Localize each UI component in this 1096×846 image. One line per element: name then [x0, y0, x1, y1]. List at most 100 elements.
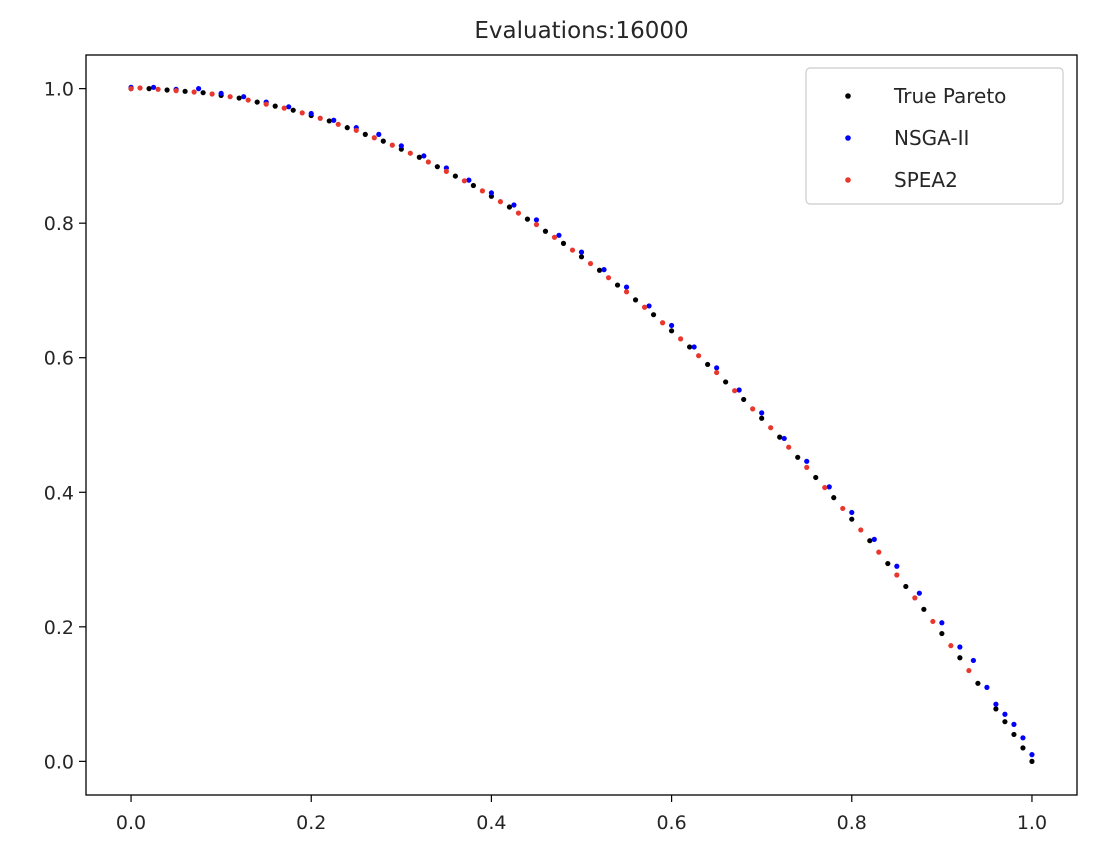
data-point: [290, 107, 296, 113]
data-point: [150, 84, 157, 90]
data-point: [759, 410, 765, 416]
data-point: [795, 454, 801, 460]
data-point: [691, 344, 697, 350]
data-point: [479, 188, 485, 194]
data-point: [768, 425, 774, 431]
data-point: [641, 304, 648, 310]
data-point: [759, 415, 765, 421]
data-point: [398, 143, 404, 149]
data-point: [1029, 752, 1035, 758]
data-points: [128, 84, 1035, 764]
data-point: [254, 99, 260, 105]
y-tick-label: 0.6: [44, 348, 74, 370]
data-point: [912, 595, 918, 601]
data-point: [858, 527, 864, 533]
y-axis: 0.0 0.2 0.4 0.6 0.8 1.0: [44, 79, 86, 773]
data-point: [353, 127, 359, 133]
data-point: [822, 484, 828, 491]
data-point: [164, 87, 170, 93]
data-point: [750, 406, 756, 412]
data-point: [601, 267, 607, 273]
data-point: [623, 284, 630, 290]
data-point: [556, 232, 562, 238]
data-point: [993, 706, 999, 712]
data-point: [425, 159, 431, 165]
chart-title: Evaluations:16000: [474, 18, 688, 44]
data-point: [930, 618, 936, 625]
y-tick-label: 0.2: [44, 617, 74, 639]
data-point: [705, 361, 711, 368]
data-point: [299, 110, 305, 116]
data-point: [128, 86, 134, 92]
data-point: [840, 505, 846, 512]
data-point: [515, 210, 522, 216]
data-point: [849, 516, 855, 522]
data-point: [696, 353, 702, 359]
data-point: [939, 620, 945, 626]
data-point: [317, 115, 323, 121]
data-point: [137, 85, 143, 91]
y-tick-label: 1.0: [44, 79, 74, 101]
data-point: [596, 267, 603, 273]
x-tick-label: 0.6: [656, 812, 686, 834]
data-point: [1029, 758, 1035, 764]
data-point: [741, 396, 747, 403]
data-point: [975, 680, 981, 686]
data-point: [533, 221, 540, 228]
data-point: [659, 320, 666, 326]
data-point: [714, 369, 720, 376]
data-point: [191, 89, 197, 95]
legend-marker: [845, 135, 851, 141]
data-point: [984, 684, 990, 690]
data-point: [867, 538, 873, 544]
data-point: [736, 387, 742, 393]
data-point: [826, 484, 832, 490]
data-point: [614, 282, 621, 288]
data-point: [1002, 719, 1008, 725]
x-tick-label: 0.0: [116, 812, 146, 834]
data-point: [831, 495, 837, 501]
data-point: [155, 86, 161, 92]
data-point: [443, 168, 449, 174]
data-point: [497, 199, 504, 205]
data-point: [804, 458, 810, 464]
data-point: [894, 572, 900, 578]
data-point: [732, 388, 738, 394]
data-point: [421, 153, 427, 159]
legend-label: NSGA-II: [894, 126, 969, 150]
data-point: [236, 95, 242, 101]
data-point: [281, 105, 287, 111]
data-point: [470, 182, 476, 189]
data-point: [948, 643, 954, 649]
data-point: [569, 247, 576, 253]
plot-frame: [85, 54, 1078, 796]
data-point: [434, 164, 440, 170]
data-point: [578, 249, 585, 255]
legend-frame: [805, 67, 1064, 205]
data-point: [871, 536, 877, 542]
data-point: [903, 583, 909, 590]
data-point: [970, 657, 976, 664]
data-point: [894, 563, 900, 569]
data-point: [1002, 711, 1008, 717]
data-point: [376, 131, 382, 137]
data-point: [511, 202, 517, 208]
data-point: [389, 142, 395, 148]
data-point: [560, 240, 567, 246]
data-point: [605, 275, 612, 281]
data-point: [241, 94, 247, 100]
data-point: [461, 178, 467, 184]
y-tick-label: 0.4: [44, 482, 74, 504]
data-point: [286, 104, 292, 110]
data-point: [714, 365, 720, 371]
data-point: [533, 217, 540, 223]
data-point: [587, 260, 594, 267]
data-point: [466, 177, 472, 183]
data-point: [849, 509, 855, 516]
data-point: [407, 150, 413, 156]
x-tick-label: 0.4: [476, 812, 506, 834]
data-point: [687, 344, 693, 350]
data-point: [344, 125, 350, 131]
data-point: [488, 190, 495, 196]
data-point: [939, 630, 945, 637]
